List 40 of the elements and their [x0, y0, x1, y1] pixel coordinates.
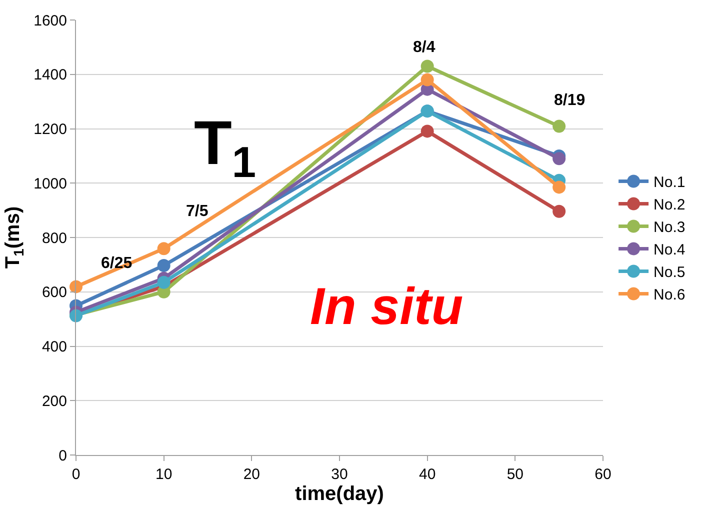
y-tick-label: 1000 — [34, 175, 67, 192]
point — [157, 276, 170, 289]
annotation: 8/4 — [413, 39, 436, 56]
point — [70, 280, 82, 294]
legend-label: No.4 — [654, 242, 686, 259]
point — [420, 60, 434, 73]
point — [157, 242, 170, 256]
point — [420, 124, 434, 138]
annotation: 7/5 — [186, 203, 208, 220]
point — [157, 259, 170, 272]
legend-label: No.2 — [654, 196, 686, 214]
x-tick-label: 40 — [418, 466, 436, 483]
point — [552, 120, 566, 133]
x-tick-label: 30 — [331, 466, 348, 483]
point — [552, 152, 566, 166]
y-tick-label: 1200 — [34, 121, 67, 138]
annotation: 6/25 — [101, 255, 132, 272]
x-tick-label: 50 — [506, 466, 524, 483]
x-tick-label: 20 — [243, 466, 260, 483]
y-tick-label: 600 — [42, 284, 67, 302]
x-axis-title: time(day) — [295, 483, 384, 505]
legend-label: No.3 — [654, 219, 686, 236]
y-tick-label: 200 — [42, 392, 67, 410]
y-tick-label: 800 — [42, 230, 67, 247]
legend-label: No.1 — [654, 174, 686, 192]
legend-label: No.5 — [654, 264, 686, 282]
x-tick-label: 10 — [155, 466, 172, 483]
annotation: 8/19 — [554, 92, 586, 109]
x-tick-label: 0 — [72, 466, 80, 483]
x-tick-label: 60 — [594, 466, 612, 483]
y-tick-label: 0 — [58, 447, 67, 464]
legend-label: No.6 — [654, 286, 686, 304]
y-tick-label: 400 — [42, 338, 67, 356]
point — [552, 180, 566, 194]
annotation: T$_{1}$ — [194, 109, 256, 188]
point — [552, 204, 566, 218]
y-tick-label: 1400 — [34, 66, 67, 84]
annotation: In situ — [310, 278, 464, 336]
point — [420, 73, 434, 86]
y-tick-label: 1600 — [34, 12, 67, 30]
